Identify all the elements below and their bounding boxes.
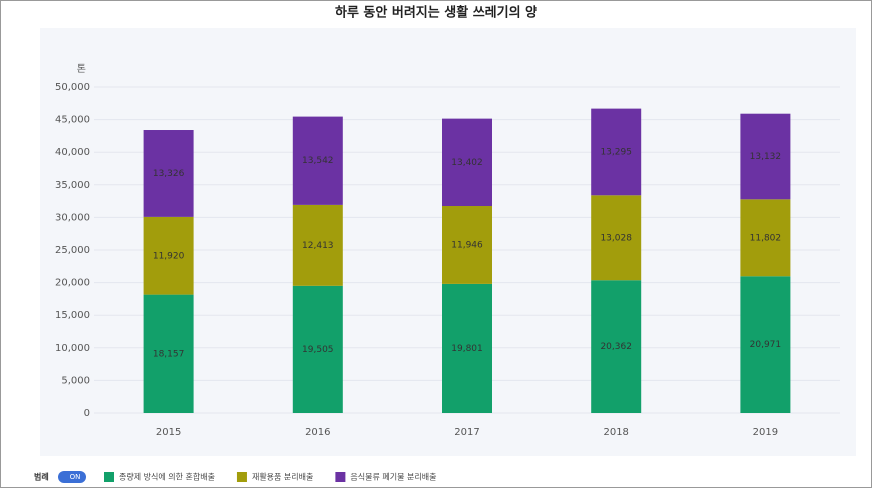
x-tick-label: 2017 bbox=[454, 427, 479, 438]
bar-segment bbox=[740, 276, 791, 413]
y-tick-label: 5,000 bbox=[61, 375, 90, 386]
legend-swatch bbox=[335, 472, 346, 482]
x-tick-label: 2018 bbox=[603, 427, 628, 438]
bar-segment bbox=[292, 116, 343, 205]
bar-segment bbox=[591, 108, 642, 196]
value-label: 12,413 bbox=[302, 241, 334, 251]
value-label: 11,946 bbox=[451, 240, 483, 250]
bar-segment bbox=[740, 113, 791, 200]
value-label: 20,362 bbox=[600, 342, 632, 352]
x-tick-label: 2015 bbox=[156, 427, 181, 438]
bar-segment bbox=[591, 195, 642, 281]
y-tick-label: 35,000 bbox=[55, 180, 90, 191]
y-tick-label: 0 bbox=[84, 408, 90, 419]
value-label: 13,326 bbox=[153, 169, 185, 179]
y-tick-label: 10,000 bbox=[55, 343, 90, 354]
bar-segment bbox=[143, 130, 194, 217]
y-tick-label: 15,000 bbox=[55, 310, 90, 321]
x-tick-label: 2019 bbox=[753, 427, 778, 438]
legend-label: 종량제 방식에 의한 혼합배출 bbox=[119, 472, 215, 482]
bar-segment bbox=[740, 199, 791, 277]
legend-toggle[interactable] bbox=[58, 471, 86, 483]
legend-title: 범례 bbox=[34, 472, 49, 482]
y-tick-label: 50,000 bbox=[55, 82, 90, 93]
y-tick-label: 20,000 bbox=[55, 278, 90, 289]
bar-segment bbox=[143, 294, 194, 413]
value-label: 18,157 bbox=[153, 349, 185, 359]
legend-swatch bbox=[104, 472, 114, 482]
value-label: 11,920 bbox=[153, 251, 185, 261]
y-unit: 톤 bbox=[77, 63, 86, 75]
value-label: 11,802 bbox=[750, 233, 782, 243]
y-tick-label: 40,000 bbox=[55, 147, 90, 158]
x-tick-label: 2016 bbox=[305, 427, 330, 438]
legend-label: 음식물류 폐기물 분리배출 bbox=[350, 472, 436, 482]
bar-segment bbox=[442, 118, 492, 207]
y-tick-label: 30,000 bbox=[55, 212, 90, 223]
bar-segment bbox=[292, 204, 343, 286]
bar-segment bbox=[292, 285, 343, 413]
bar-segment bbox=[442, 206, 492, 284]
legend-label: 재활용품 분리배출 bbox=[252, 472, 313, 482]
value-label: 13,295 bbox=[600, 147, 632, 157]
value-label: 20,971 bbox=[750, 340, 782, 350]
bar-segment bbox=[143, 216, 194, 295]
bar-segment bbox=[442, 283, 492, 413]
y-tick-label: 25,000 bbox=[55, 245, 90, 256]
value-label: 19,801 bbox=[451, 344, 483, 354]
value-label: 19,505 bbox=[302, 345, 334, 355]
value-label: 13,542 bbox=[302, 156, 334, 166]
value-label: 13,132 bbox=[750, 152, 782, 162]
y-tick-label: 45,000 bbox=[55, 115, 90, 126]
legend-toggle-label: ON bbox=[70, 473, 81, 481]
value-label: 13,402 bbox=[451, 158, 483, 168]
value-label: 13,028 bbox=[600, 233, 632, 243]
bar-segment bbox=[591, 280, 642, 413]
chart-title: 하루 동안 버려지는 생활 쓰레기의 양 bbox=[335, 5, 537, 21]
legend-swatch bbox=[236, 472, 247, 482]
